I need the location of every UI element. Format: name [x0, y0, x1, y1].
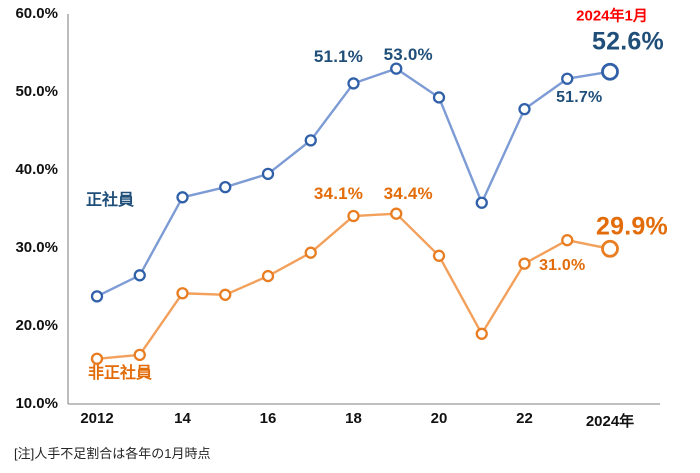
data-point-marker [601, 239, 619, 258]
y-axis-label: 30.0% [15, 239, 58, 256]
point-value-label: 53.0% [383, 44, 433, 64]
data-point-marker [475, 196, 488, 209]
chart-note: [注]人手不足割合は各年の1月時点 [14, 446, 211, 461]
point-value-label: 52.6% [592, 27, 664, 56]
data-point-marker [176, 287, 189, 300]
x-axis-label: 16 [259, 410, 277, 427]
data-point-marker [90, 290, 104, 303]
series-label-nonregular-employees: 非正社員 [87, 365, 153, 382]
data-point-marker [176, 191, 189, 204]
y-axis-label: 10.0% [15, 395, 58, 412]
data-point-marker [304, 246, 317, 259]
data-point-marker [347, 209, 360, 223]
data-point-marker [475, 327, 488, 340]
data-point-marker [347, 77, 360, 90]
series-label-regular-employees: 正社員 [85, 192, 135, 209]
data-point-marker [90, 352, 104, 365]
point-value-label: 29.9% [596, 212, 668, 241]
y-axis-label: 40.0% [15, 161, 58, 178]
point-value-label: 51.7% [556, 88, 603, 106]
point-value-label: 34.4% [383, 183, 433, 203]
data-point-marker [219, 288, 232, 301]
x-axis-label: 20 [430, 410, 448, 427]
series-line-1 [95, 212, 612, 360]
data-point-marker [561, 234, 574, 247]
callout-2024-january: 2024年1月 [576, 7, 648, 25]
x-axis-label: 14 [174, 410, 191, 427]
data-point-marker [133, 269, 146, 282]
x-axis-label: 22 [516, 410, 533, 427]
data-point-marker [518, 257, 531, 270]
series-line-0 [95, 67, 612, 298]
point-value-label: 51.1% [313, 47, 364, 67]
y-axis-label: 50.0% [15, 83, 58, 100]
data-point-marker [432, 91, 446, 104]
data-point-marker [601, 62, 619, 81]
data-point-marker [261, 167, 275, 181]
x-axis-label: 2024年 [585, 413, 635, 430]
y-axis-label: 60.0% [15, 5, 58, 22]
x-axis-label: 2012 [80, 410, 114, 427]
data-point-marker [261, 269, 275, 283]
data-point-marker [390, 62, 403, 75]
data-point-marker [561, 72, 574, 85]
data-point-marker [432, 249, 446, 262]
x-axis-label: 18 [345, 410, 362, 427]
data-point-marker [390, 207, 403, 220]
data-point-marker [518, 103, 531, 116]
data-point-marker [304, 134, 317, 147]
data-point-marker [133, 348, 146, 362]
point-value-label: 34.1% [313, 184, 364, 204]
data-point-marker [219, 181, 232, 194]
y-axis-label: 20.0% [15, 317, 58, 334]
point-value-label: 31.0% [539, 257, 586, 275]
